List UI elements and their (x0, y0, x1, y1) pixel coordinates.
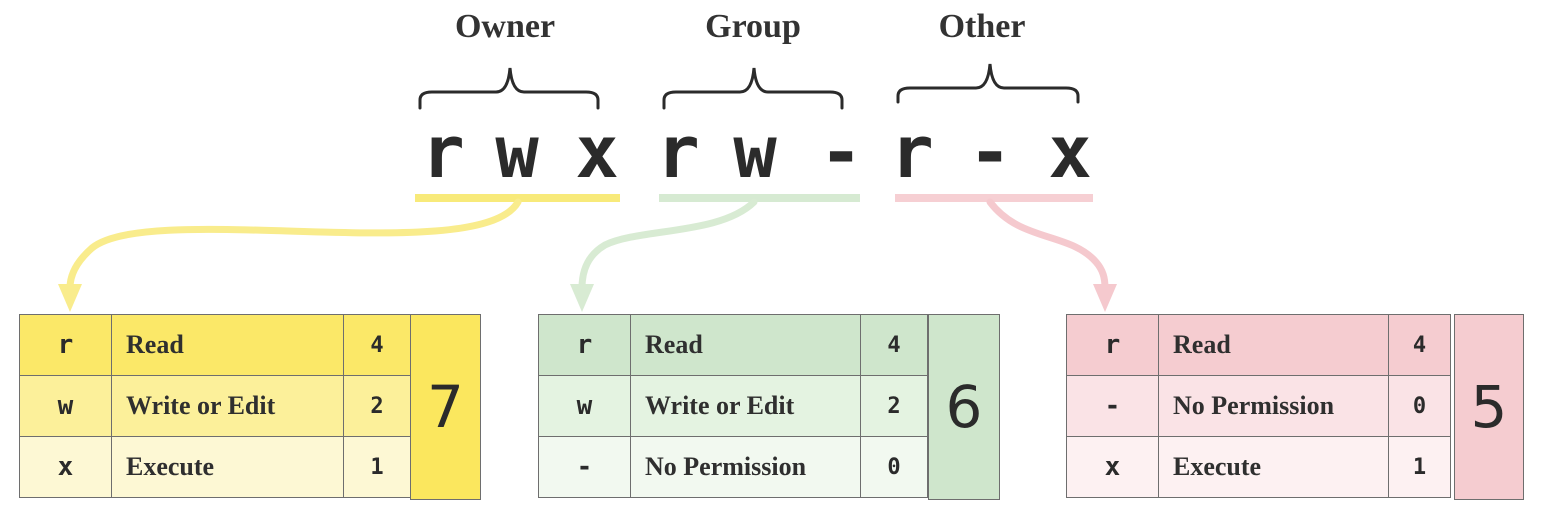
group-char-dash: - (819, 110, 863, 194)
owner-total: 7 (410, 314, 481, 500)
group-label: Group (705, 8, 801, 45)
value-cell: 1 (1388, 436, 1451, 498)
table-row: x Execute 1 (19, 436, 411, 498)
group-arrow (578, 198, 758, 292)
owner-brace (418, 67, 600, 110)
table-row: x Execute 1 (1066, 436, 1451, 498)
table-row: - No Permission 0 (538, 436, 928, 498)
group-brace (662, 67, 844, 110)
group-char-w: w (733, 110, 777, 194)
other-permission-table: r Read 4 - No Permission 0 x Execute 1 5 (1066, 314, 1524, 500)
owner-arrowhead (58, 284, 82, 312)
value-cell: 4 (343, 314, 411, 376)
symbol-cell: w (538, 375, 631, 437)
owner-rows: r Read 4 w Write or Edit 2 x Execute 1 (19, 314, 411, 498)
table-row: - No Permission 0 (1066, 375, 1451, 437)
symbol-cell: r (19, 314, 112, 376)
owner-char-w: w (495, 110, 539, 194)
group-char-r: r (656, 110, 700, 194)
group-rows: r Read 4 w Write or Edit 2 - No Permissi… (538, 314, 928, 498)
group-permission-table: r Read 4 w Write or Edit 2 - No Permissi… (538, 314, 1000, 500)
owner-char-x: x (575, 110, 619, 194)
owner-permission-table: r Read 4 w Write or Edit 2 x Execute 1 7 (19, 314, 481, 500)
owner-char-r: r (421, 110, 465, 194)
symbol-cell: w (19, 375, 112, 437)
other-underline (895, 194, 1093, 202)
description-cell: No Permission (630, 436, 861, 498)
other-arrow (986, 198, 1109, 292)
value-cell: 2 (860, 375, 928, 437)
group-arrowhead (570, 284, 594, 312)
group-underline (659, 194, 860, 202)
other-arrowhead (1093, 284, 1117, 312)
description-cell: No Permission (1158, 375, 1389, 437)
description-cell: Write or Edit (630, 375, 861, 437)
description-cell: Read (630, 314, 861, 376)
table-row: r Read 4 (1066, 314, 1451, 376)
value-cell: 4 (1388, 314, 1451, 376)
table-row: r Read 4 (19, 314, 411, 376)
description-cell: Execute (111, 436, 344, 498)
description-cell: Read (1158, 314, 1389, 376)
value-cell: 0 (860, 436, 928, 498)
value-cell: 1 (343, 436, 411, 498)
other-rows: r Read 4 - No Permission 0 x Execute 1 (1066, 314, 1451, 498)
symbol-cell: - (1066, 375, 1159, 437)
table-row: w Write or Edit 2 (538, 375, 928, 437)
other-char-dash: - (968, 110, 1012, 194)
owner-arrow (66, 198, 522, 292)
description-cell: Execute (1158, 436, 1389, 498)
value-cell: 0 (1388, 375, 1451, 437)
other-char-x: x (1048, 110, 1092, 194)
description-cell: Write or Edit (111, 375, 344, 437)
symbol-cell: x (19, 436, 112, 498)
other-label: Other (938, 8, 1026, 45)
symbol-cell: - (538, 436, 631, 498)
value-cell: 4 (860, 314, 928, 376)
owner-underline (415, 194, 620, 202)
owner-label: Owner (454, 8, 556, 45)
symbol-cell: r (538, 314, 631, 376)
table-row: w Write or Edit 2 (19, 375, 411, 437)
symbol-cell: r (1066, 314, 1159, 376)
value-cell: 2 (343, 375, 411, 437)
other-total: 5 (1454, 314, 1524, 500)
other-char-r: r (890, 110, 934, 194)
group-total: 6 (928, 314, 1000, 500)
symbol-cell: x (1066, 436, 1159, 498)
table-row: r Read 4 (538, 314, 928, 376)
description-cell: Read (111, 314, 344, 376)
other-brace (896, 63, 1080, 104)
